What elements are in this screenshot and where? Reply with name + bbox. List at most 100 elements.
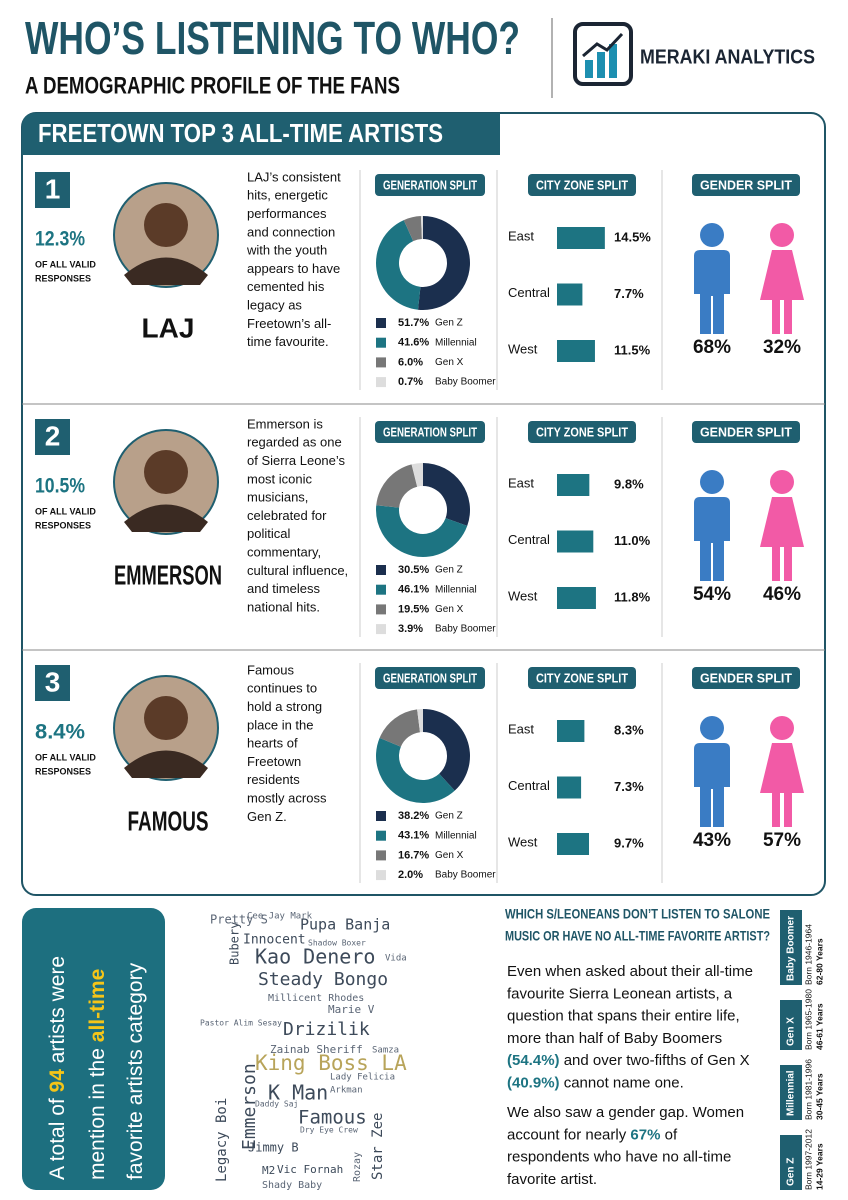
artist-name: EMMERSON (114, 559, 222, 590)
panel-label-bg (375, 174, 485, 196)
panel-label: GENERATION SPLIT (383, 424, 477, 439)
paragraph-line: account for nearly 67% of (507, 1126, 678, 1143)
paragraph-line: favourite Sierra Leonean artists, a (507, 985, 733, 1002)
generation-name: Gen Z (786, 1158, 797, 1186)
city-label: Central (508, 532, 550, 547)
artist-name: FAMOUS (128, 805, 209, 836)
photo-shoulders (124, 750, 208, 778)
panel-label-bg (528, 667, 636, 689)
description-line: regarded as one (247, 435, 342, 450)
generation-born: Born 1997-2012 (803, 1129, 813, 1190)
description-line: time favourite. (247, 334, 329, 349)
cloud-word: K Man (268, 1081, 328, 1105)
city-value: 8.3% (614, 722, 644, 737)
legend-value: 46.1% (398, 584, 429, 596)
donut-slice (376, 737, 455, 803)
panel-label: CITY ZONE SPLIT (536, 670, 628, 685)
cloud-word: Vida (385, 954, 407, 964)
cloud-word: Shady Baby (262, 1180, 322, 1191)
female-body (760, 497, 804, 581)
photo-head (144, 696, 188, 740)
logo-bar (585, 60, 593, 78)
donut-slice (379, 709, 420, 747)
description-line: hits, energetic (247, 188, 328, 203)
city-value: 7.3% (614, 779, 644, 794)
rank: 3 (45, 666, 61, 697)
panel-label-bg (528, 421, 636, 443)
legend-value: 41.6% (398, 337, 429, 349)
description-line: musicians, (247, 490, 308, 505)
text: We also saw a gender gap. Women (507, 1104, 744, 1121)
cloud-word: Kao Denero (255, 945, 375, 969)
cloud-word: Innocent (243, 933, 306, 948)
female-body (760, 250, 804, 334)
cloud-word: Vic Fornah (277, 1163, 343, 1176)
donut-slice (420, 216, 423, 240)
cloud-word: Famous (298, 1107, 367, 1129)
legend-swatch (376, 337, 386, 348)
generation-box (780, 1135, 802, 1190)
legend-label: Baby Boomer (435, 870, 496, 881)
artist-row: 3 8.4% OF ALL VALID RESPONSES FAMOUS Famous co… (22, 649, 825, 883)
text: favorite artist. (507, 1171, 597, 1188)
legend-label: Baby Boomer (435, 624, 496, 635)
legend-label: Gen Z (435, 811, 463, 822)
generation-name: Millennial (786, 1070, 797, 1116)
text: of (660, 1126, 678, 1143)
city-value: 9.7% (614, 835, 644, 850)
city-label: Central (508, 778, 550, 793)
rank: 1 (45, 173, 61, 204)
male-head (700, 470, 724, 494)
description-line: legacy as (247, 298, 302, 313)
city-value: 11.8% (614, 589, 651, 604)
cloud-word: Steady Bongo (258, 969, 388, 990)
generation-name: Baby Boomer (786, 916, 797, 981)
description-line: hold a strong (247, 699, 322, 714)
text: Even when asked about their all-time (507, 963, 753, 980)
description-line: Gen Z. (247, 809, 287, 824)
description-line: appears to have (247, 261, 340, 276)
legend-swatch (376, 830, 386, 841)
share-caption: OF ALL VALID (35, 506, 96, 516)
paragraph-line: We also saw a gender gap. Women (507, 1104, 744, 1121)
cloud-word: Emmerson (239, 1063, 260, 1150)
description-line: cultural influence, (247, 563, 348, 578)
share: 8.4% (35, 721, 85, 744)
donut-slice (423, 709, 470, 791)
city-bar (557, 587, 596, 609)
city-value: 11.0% (614, 533, 651, 548)
legend-label: Gen Z (435, 318, 463, 329)
legend-value: 2.0% (398, 869, 423, 881)
legend-label: Millennial (435, 337, 477, 348)
text: favourite Sierra Leonean artists, a (507, 985, 733, 1002)
cloud-word: Bubery (228, 922, 242, 965)
donut-slice (375, 505, 468, 558)
female-body (760, 743, 804, 827)
cloud-word: Pupa Banja (300, 916, 390, 934)
gender-value: 43% (693, 830, 731, 851)
brand: MERAKI ANALYTICS (640, 46, 815, 68)
city-bar (557, 283, 583, 306)
panel-label-bg (375, 667, 485, 689)
cloud-word: Legacy Boi (214, 1098, 230, 1182)
city-label: West (508, 341, 538, 356)
paragraph-line: question that spans their entire life, (507, 1008, 740, 1025)
city-value: 9.8% (614, 476, 644, 491)
logo-frame (573, 22, 633, 86)
text: question that spans their entire life, (507, 1008, 740, 1025)
legend-label: Gen X (435, 850, 464, 861)
city-bar (557, 720, 585, 742)
cloud-word: Zainab Sheriff (270, 1043, 363, 1056)
description-line: residents (247, 772, 300, 787)
panel-label: GENDER SPLIT (700, 670, 792, 685)
generation-born: Born 1965-1980 (803, 989, 813, 1050)
paragraph-line: respondents who have no all-time (507, 1149, 731, 1166)
question-title: MUSIC OR HAVE NO ALL-TIME FAVORITE ARTIS… (505, 928, 770, 944)
cloud-word: Dry Eye Crew (300, 1126, 358, 1135)
description-line: political (247, 526, 290, 541)
callout-text: A total of (46, 1092, 69, 1180)
gender-value: 46% (763, 584, 801, 605)
generation-name: Gen X (786, 1017, 797, 1046)
share-caption: RESPONSES (35, 273, 91, 283)
city-label: East (508, 721, 534, 736)
